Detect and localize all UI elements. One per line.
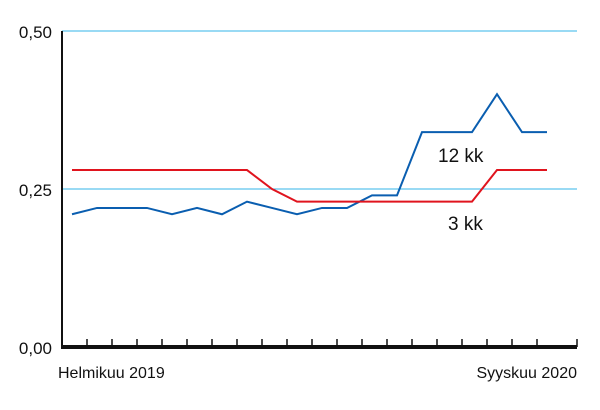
series-label-3kk: 3 kk	[448, 214, 483, 235]
y-tick-label: 0,25	[19, 181, 52, 200]
series-line-12kk	[71, 92, 547, 216]
series-line-3kk	[72, 169, 547, 203]
y-tick-label: 0,00	[19, 339, 52, 358]
x-tick-label-end: Syyskuu 2020	[476, 365, 577, 382]
series-label-12kk: 12 kk	[438, 146, 484, 167]
y-tick-label: 0,50	[19, 23, 52, 42]
x-tick-label-start: Helmikuu 2019	[58, 365, 165, 382]
